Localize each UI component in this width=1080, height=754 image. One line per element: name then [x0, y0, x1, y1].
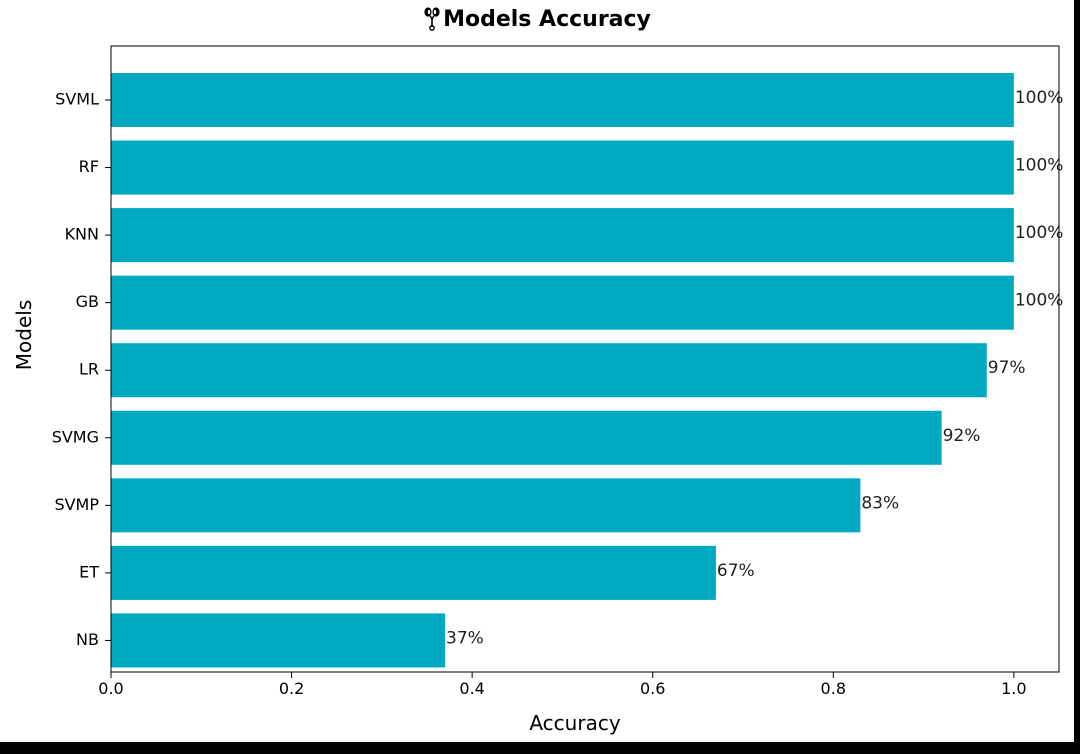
- x-axis-label: Accuracy: [529, 711, 620, 735]
- x-tick-label: 1.0: [1001, 679, 1026, 698]
- x-tick-label: 0.6: [640, 679, 665, 698]
- bar-chart: 100% SVML 100% RF 100% KNN 100% GB 97% LR 92% SVMG 8…: [12, 45, 1064, 735]
- x-tick-label: 0.2: [279, 679, 304, 698]
- bar: [111, 613, 446, 668]
- y-tick-label: SVML: [55, 90, 99, 109]
- x-tick-label: 0.4: [459, 679, 484, 698]
- bar: [111, 478, 861, 533]
- data-label: 37%: [446, 628, 484, 648]
- y-tick-label: SVMG: [52, 427, 99, 446]
- bar: [111, 208, 1014, 263]
- x-tick-label: 0.8: [821, 679, 846, 698]
- data-label: 100%: [1015, 88, 1064, 108]
- y-tick-label: LR: [79, 360, 99, 379]
- chart-title: Models Accuracy: [443, 6, 651, 32]
- data-label: 67%: [717, 561, 755, 581]
- bar: [111, 545, 716, 600]
- chart-title-area: Models Accuracy: [0, 6, 1074, 40]
- bar: [111, 140, 1014, 195]
- y-tick-label: GB: [76, 292, 99, 311]
- data-label: 100%: [1015, 156, 1064, 176]
- bar: [111, 72, 1014, 128]
- kidney-icon: [424, 7, 440, 31]
- data-label: 100%: [1015, 291, 1064, 311]
- y-axis-label: Models: [12, 300, 36, 370]
- data-label: 92%: [943, 426, 981, 446]
- data-label: 83%: [861, 493, 899, 513]
- y-tick-label: SVMP: [54, 495, 99, 514]
- data-label: 97%: [988, 358, 1026, 378]
- y-tick-label: NB: [76, 630, 99, 649]
- x-tick-label: 0.0: [98, 679, 123, 698]
- bar: [111, 275, 1014, 330]
- data-label: 100%: [1015, 223, 1064, 243]
- plot-frame: [110, 45, 1060, 673]
- bar: [111, 410, 942, 465]
- y-tick-label: KNN: [65, 225, 99, 244]
- y-tick-label: RF: [79, 157, 99, 176]
- bar: [111, 343, 987, 398]
- y-tick-label: ET: [79, 562, 99, 581]
- chart-page: Models Accuracy 100% SVML 100% RF 100% KNN 100…: [0, 0, 1074, 742]
